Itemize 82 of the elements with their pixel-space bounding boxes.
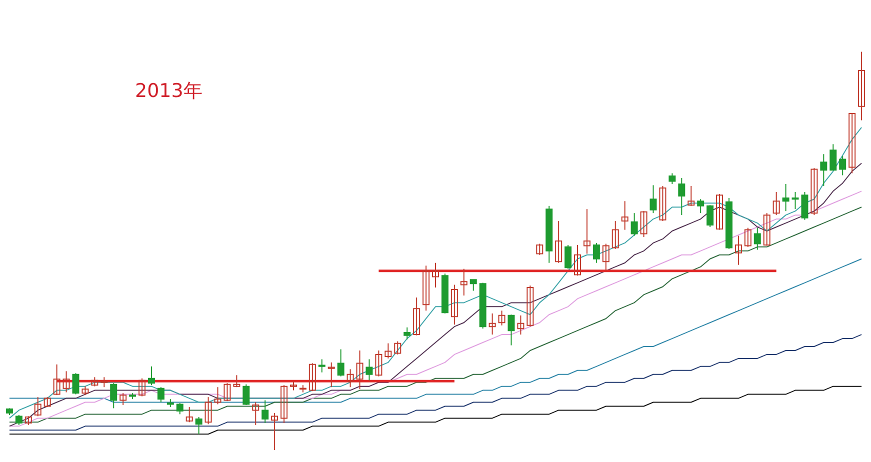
candlestick — [630, 212, 638, 236]
candlestick — [706, 204, 714, 228]
candlestick — [508, 314, 515, 346]
candlestick — [195, 416, 202, 435]
candlestick — [176, 402, 184, 415]
text: 2013年 — [135, 80, 202, 102]
candlestick — [346, 368, 354, 388]
candlestick — [460, 268, 468, 296]
candlestick — [650, 184, 657, 214]
candlestick — [186, 406, 193, 423]
candlestick — [404, 326, 411, 340]
candlestick — [252, 402, 260, 426]
candlestick — [488, 312, 496, 336]
candlestick — [366, 358, 373, 381]
candlestick — [413, 297, 420, 336]
candlestick — [44, 396, 51, 408]
candlestick — [810, 168, 818, 216]
candlestick — [592, 242, 600, 264]
candlestick — [138, 378, 146, 397]
candlestick — [100, 376, 108, 388]
candlestick — [328, 362, 335, 388]
candlestick — [148, 366, 155, 386]
candlestick — [678, 178, 686, 216]
candlestick — [290, 380, 297, 391]
candlestick — [356, 350, 364, 390]
candlestick — [574, 244, 582, 276]
candlestick — [754, 227, 761, 250]
candlestick — [498, 310, 506, 326]
candlestick — [517, 314, 524, 336]
candlestick — [262, 400, 269, 424]
candlestick — [772, 191, 780, 216]
candlestick — [242, 384, 250, 406]
candlestick — [157, 386, 164, 403]
candlestick — [688, 185, 695, 206]
candlestick — [280, 384, 288, 424]
candlestick — [318, 358, 326, 373]
candlestick — [271, 412, 278, 451]
candlestick — [450, 284, 458, 326]
candlestick — [839, 156, 846, 176]
candlestick — [583, 208, 590, 254]
candlestick — [432, 262, 439, 288]
candlestick — [337, 348, 344, 377]
candlestick — [72, 372, 80, 395]
candlestick — [697, 198, 704, 214]
candlestick — [744, 227, 752, 248]
candlestick — [34, 396, 42, 417]
candlestick — [384, 342, 392, 359]
candlestick — [204, 396, 212, 425]
candlestick — [801, 191, 808, 220]
candlestick — [858, 51, 866, 121]
candlestick — [308, 362, 316, 392]
candlestick — [536, 243, 544, 256]
candlestick — [621, 200, 628, 230]
candlestick — [110, 382, 118, 409]
candlestick — [53, 364, 60, 396]
candlestick — [470, 279, 477, 292]
candlestick — [214, 386, 222, 405]
candlestick — [668, 172, 676, 185]
candlestick — [734, 235, 742, 266]
candlestick — [375, 350, 382, 377]
candlestick — [422, 265, 430, 312]
candlestick — [848, 113, 856, 174]
candlestick — [120, 392, 127, 406]
candlestick — [602, 243, 610, 272]
candlestick — [394, 340, 402, 355]
candlestick — [612, 220, 619, 250]
candlestick — [62, 370, 70, 393]
candlestick — [15, 414, 22, 426]
candlestick — [659, 185, 666, 222]
candlestick — [792, 191, 799, 210]
candlestick — [564, 244, 572, 270]
candlestick — [555, 220, 562, 264]
candlestick — [782, 184, 790, 212]
candlestick — [91, 376, 98, 387]
candlestick — [224, 382, 231, 402]
candlestick — [830, 144, 837, 171]
candlestick — [763, 212, 770, 246]
candlestick — [640, 210, 648, 238]
candlestick — [233, 374, 240, 388]
candlestick — [820, 154, 828, 186]
candlestick — [716, 193, 724, 230]
candlestick — [526, 285, 534, 328]
